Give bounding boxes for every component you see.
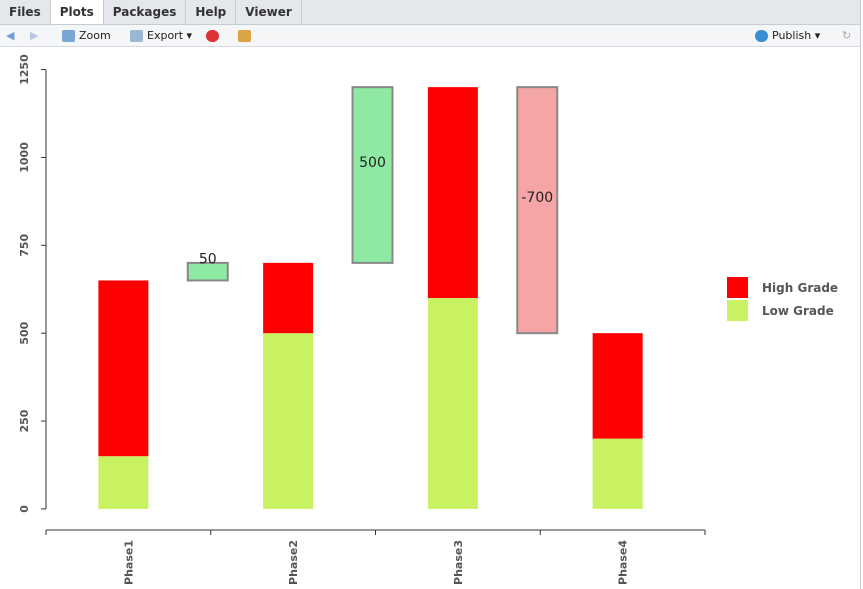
bar-segment	[427, 298, 478, 509]
zoom-button[interactable]: Zoom	[62, 29, 111, 42]
bar-segment	[263, 262, 314, 334]
bar-segment	[98, 456, 149, 509]
y-tick-label: 250	[18, 409, 31, 432]
back-button[interactable]: ◀	[6, 29, 15, 42]
tab[interactable]: Packages	[104, 0, 187, 24]
change-label: 50	[199, 252, 217, 268]
export-label: Export	[147, 29, 184, 42]
bar-segment	[592, 438, 643, 509]
remove-button[interactable]	[206, 29, 223, 42]
publish-button[interactable]: Publish ▾	[755, 29, 820, 42]
legend-label: Low Grade	[762, 304, 834, 318]
change-box	[516, 86, 559, 335]
x-tick-label: Phase3	[452, 540, 465, 585]
x-tick-label: Phase4	[617, 540, 630, 585]
export-button[interactable]: Export ▾	[130, 29, 192, 42]
x-tick-label: Phase2	[287, 540, 300, 585]
tab[interactable]: Viewer	[236, 0, 302, 24]
bar-segment	[98, 280, 149, 457]
y-tick-label: 500	[18, 321, 31, 344]
clear-button[interactable]	[238, 29, 255, 42]
change-label: -700	[521, 190, 553, 206]
bar-segment	[263, 333, 314, 509]
bar-segment	[427, 87, 478, 299]
change-label: 500	[359, 155, 386, 171]
change-box	[186, 261, 229, 282]
y-tick-label: 750	[18, 233, 31, 256]
y-tick-label: 0	[18, 505, 31, 513]
legend-swatch	[727, 300, 748, 321]
legend-swatch	[727, 277, 748, 298]
zoom-label: Zoom	[79, 29, 111, 42]
tab[interactable]: Files	[0, 0, 51, 24]
tab-bar: Files Plots Packages Help Viewer	[0, 0, 861, 25]
bar-segment	[592, 333, 643, 439]
refresh-button[interactable]: ↻	[842, 29, 852, 42]
publish-label: Publish	[772, 29, 812, 42]
forward-button[interactable]: ▶	[30, 29, 39, 42]
toolbar: ◀ ▶ Zoom Export ▾ Publish ▾ ↻	[0, 25, 861, 47]
tab[interactable]: Plots	[50, 0, 104, 24]
y-tick-label: 1250	[18, 54, 31, 85]
tab[interactable]: Help	[186, 0, 237, 24]
chart: 0 250 500 750 1000 1250 Phase1 Phase2 Phase3 Phas…	[18, 54, 838, 585]
y-tick-label: 1000	[18, 142, 31, 173]
x-tick-label: Phase1	[122, 540, 135, 585]
legend-label: High Grade	[762, 281, 838, 295]
pane-border	[860, 0, 861, 589]
change-box	[351, 86, 394, 264]
